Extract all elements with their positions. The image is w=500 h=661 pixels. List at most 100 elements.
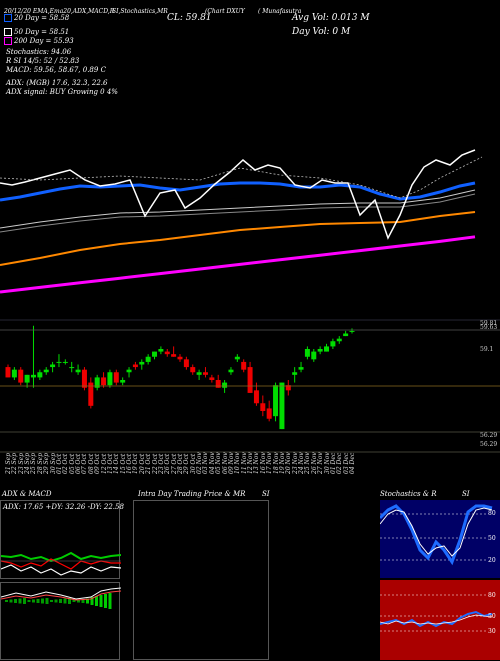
macd-readout: MACD: 59.56, 58.67, 0.89 C xyxy=(6,66,106,74)
macd-bar xyxy=(54,599,58,603)
candle-body xyxy=(215,380,221,388)
candle-body xyxy=(343,333,349,337)
date-axis: 21 Sep 22 Sep 23 Sep 24 Sep 25 Sep 28 Sep 29 S… xyxy=(0,452,500,485)
adx-lines xyxy=(1,551,121,576)
candle-body xyxy=(222,382,228,388)
rsi-tick-30: 30 xyxy=(488,628,496,635)
candle-body xyxy=(5,367,11,378)
candle-body xyxy=(234,356,240,360)
stoch-panel-title: Stochastics & R xyxy=(380,490,437,498)
candle-body xyxy=(120,380,126,383)
adx-panel-title: ADX & MACD xyxy=(2,490,52,498)
ema20-line xyxy=(0,181,476,202)
rsi-panel: 80 50 30 xyxy=(380,580,500,660)
candle-body xyxy=(330,341,336,347)
macd-bar xyxy=(68,598,71,604)
ema50-legend-swatch xyxy=(4,28,12,36)
candle-body xyxy=(304,349,310,357)
stoch-tick-50: 50 xyxy=(488,535,496,542)
candle-body xyxy=(336,338,342,342)
rsi-lines xyxy=(380,594,493,632)
candle-body xyxy=(113,372,119,383)
stoch-tick-20: 20 xyxy=(488,557,496,564)
macd-bar xyxy=(72,600,76,602)
macd-bar xyxy=(63,598,67,604)
candle-body xyxy=(43,369,49,373)
candle-body xyxy=(50,364,56,368)
candle-body xyxy=(279,382,285,430)
close-price-label: CL: 59.81 xyxy=(167,13,212,23)
candle-body xyxy=(75,369,81,373)
candle-body xyxy=(317,349,323,352)
macd-signal-line xyxy=(1,590,121,601)
candle-body xyxy=(311,351,317,360)
ema20-legend-swatch xyxy=(4,14,12,22)
stochastics-lines xyxy=(380,504,493,566)
stochastics-panel: 80 50 20 xyxy=(380,500,500,578)
macd-bar xyxy=(95,596,98,606)
header-indicators-mid: SI,Stochastics,MR xyxy=(112,8,168,15)
candle-body xyxy=(152,351,158,357)
macd-bar xyxy=(77,599,80,603)
candle-body xyxy=(132,364,138,368)
candle-body xyxy=(69,367,75,369)
intraday-panel-si: SI xyxy=(262,490,270,498)
ema200-line xyxy=(0,235,476,294)
candle-body xyxy=(228,369,234,373)
candle-body xyxy=(202,372,208,375)
macd-bar xyxy=(27,600,31,602)
macd-bar xyxy=(41,598,44,604)
price-chart xyxy=(0,149,500,453)
ema-grey-line xyxy=(0,193,476,233)
price-label-high: 59.81 xyxy=(480,320,498,327)
candle-body xyxy=(126,369,132,373)
candle-body xyxy=(260,403,266,411)
price-label-low-2: 56.29 xyxy=(480,441,498,448)
candle-body xyxy=(81,369,87,388)
price-level-lines xyxy=(0,319,500,453)
stoch-k-line xyxy=(380,504,493,566)
candle-body xyxy=(196,372,202,375)
macd-line xyxy=(1,587,121,600)
macd-bar xyxy=(32,599,35,603)
price-label-mid: 59.1 xyxy=(480,346,494,353)
candle-body xyxy=(88,382,94,406)
rsi-signal-line xyxy=(380,614,493,625)
candle-body xyxy=(183,359,189,368)
candle-body xyxy=(285,385,291,391)
candle-body xyxy=(177,356,183,360)
candle-body xyxy=(241,361,247,370)
close-price-line xyxy=(0,149,476,240)
candle-body xyxy=(107,372,113,386)
stochastics-readout: Stochastics: 94.06 xyxy=(6,48,72,56)
stoch-tick-80: 80 xyxy=(488,510,496,517)
ema50-line xyxy=(0,211,476,266)
price-label-2: 59.63 xyxy=(480,324,498,331)
candle-body xyxy=(298,367,304,370)
candle-body xyxy=(164,351,170,355)
macd-bar xyxy=(9,599,13,603)
candle-body xyxy=(30,374,36,378)
candle-body xyxy=(349,330,355,332)
macd-bar xyxy=(45,598,49,604)
ema20-legend: 20 Day = 58.58 xyxy=(14,14,70,22)
candle-body xyxy=(190,367,196,373)
candlesticks xyxy=(5,325,355,430)
adx-panel: ADX: 17.65 +DY: 32.26 -DY: 22.58 xyxy=(0,500,124,579)
stoch-d-line xyxy=(380,507,493,557)
macd-bar xyxy=(14,599,17,603)
day-volume-label: Day Vol: 0 M xyxy=(292,27,351,37)
macd-histogram xyxy=(1,587,121,609)
macd-bar xyxy=(36,599,40,603)
candle-body xyxy=(324,346,330,352)
candle-body xyxy=(139,361,145,365)
ema50-legend: 50 Day = 58.51 xyxy=(14,28,70,36)
candle-body xyxy=(292,372,298,375)
macd-bar xyxy=(23,598,26,604)
plus-di-line xyxy=(1,551,121,563)
moving-average-lines xyxy=(0,149,483,294)
macd-bar xyxy=(81,599,85,603)
avg-volume-label: Avg Vol: 0.013 M xyxy=(292,13,370,23)
candle-body xyxy=(158,349,164,352)
candle-body xyxy=(24,374,30,383)
